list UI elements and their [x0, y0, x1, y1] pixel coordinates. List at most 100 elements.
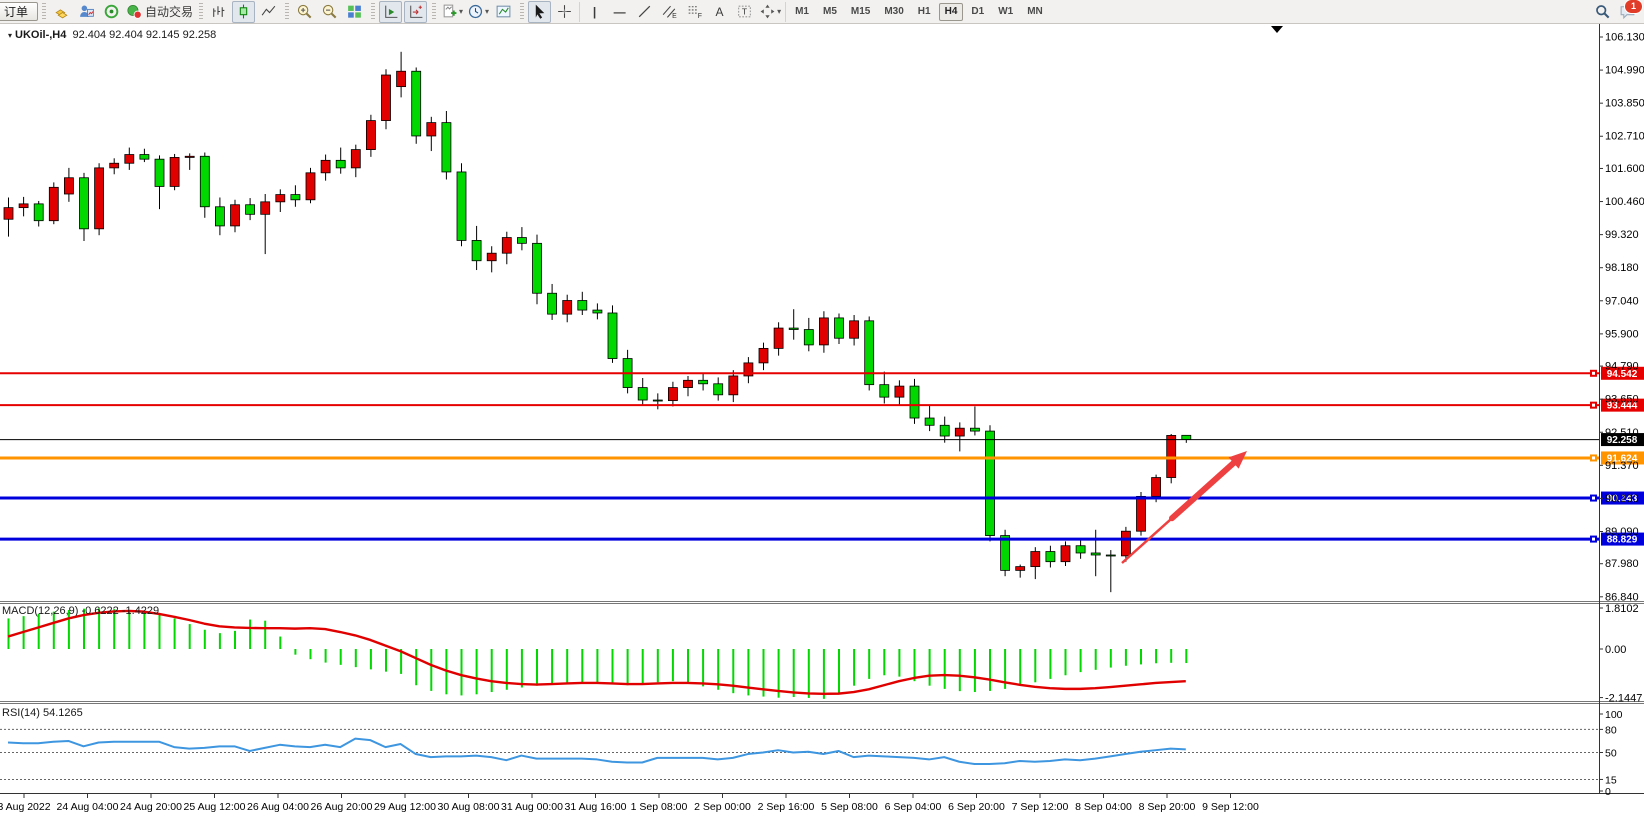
bar-chart-mode-button[interactable] — [207, 1, 230, 23]
toolbar-group-handle[interactable] — [520, 2, 525, 21]
chart-symbol-period: UKOil-,H4 — [15, 29, 67, 41]
chart-shift-marker[interactable] — [1271, 26, 1283, 33]
periods-button[interactable]: ▾ — [466, 1, 490, 23]
price-badge-text: 88.829 — [1607, 535, 1638, 546]
candle-body — [350, 149, 361, 169]
candle-body — [683, 379, 693, 388]
data-window-button[interactable] — [75, 1, 98, 23]
candle-body — [290, 194, 301, 201]
candle-body — [305, 172, 316, 201]
candle-body — [849, 320, 859, 339]
text-tool-button[interactable]: A — [715, 4, 724, 19]
auto-scroll-button[interactable] — [379, 0, 403, 23]
search-button[interactable] — [1591, 1, 1614, 23]
candle-body — [592, 309, 603, 314]
time-tick-label: 1 Sep 08:00 — [631, 801, 688, 813]
timeframe-button-m30[interactable]: M30 — [878, 3, 909, 21]
candle-body — [365, 120, 376, 150]
time-tick-label: 30 Aug 08:00 — [438, 801, 500, 813]
macd-panel: 1.8102 0.00 -2.1447 — [7, 603, 1642, 705]
vertical-line-tool-button[interactable]: | — [592, 4, 597, 19]
signals-button[interactable] — [100, 1, 123, 23]
chart-shift-icon — [410, 5, 423, 18]
price-axis: 94.542 93.444 92.258 91.624 90.243 88.829 106.… — [1599, 32, 1644, 603]
notification-badge: 1 — [1624, 0, 1643, 14]
candle-body — [954, 427, 965, 437]
macd-indicator-label: MACD(12,26,9) -0.6222 -1.4229 — [2, 605, 160, 617]
candlestick-mode-button[interactable] — [232, 0, 256, 23]
time-tick-label: 26 Aug 04:00 — [247, 801, 309, 813]
new-order-button[interactable]: 订单 — [0, 2, 39, 21]
zoom-out-button[interactable] — [318, 1, 341, 23]
notifications-button[interactable]: 1 — [1616, 0, 1643, 23]
rsi-tick-label: 80 — [1605, 724, 1617, 736]
periods-dropdown-caret[interactable]: ▾ — [485, 7, 490, 16]
time-tick-label: 8 Sep 20:00 — [1139, 801, 1196, 813]
timeframe-button-mn[interactable]: MN — [1021, 3, 1049, 21]
timeframe-button-m1[interactable]: M1 — [789, 3, 815, 21]
market-watch-button[interactable] — [50, 1, 73, 23]
toolbar-group-handle[interactable] — [42, 2, 47, 21]
timeframe-button-h1[interactable]: H1 — [912, 3, 937, 21]
gold-bars-icon — [55, 9, 68, 19]
crosshair-tool-button[interactable] — [553, 1, 576, 23]
toolbar-group-handle[interactable] — [371, 2, 376, 21]
candle-body — [214, 206, 225, 227]
price-badge — [1601, 491, 1644, 505]
candle-body — [501, 237, 512, 254]
candle-body — [124, 154, 135, 164]
price-tick-label: 92.510 — [1605, 427, 1639, 439]
price-tick-label: 94.790 — [1605, 361, 1639, 373]
candle-body — [396, 70, 407, 88]
candle-body — [924, 417, 935, 426]
autotrading-icon — [127, 4, 142, 19]
trend-arrow-annotation[interactable] — [1121, 451, 1247, 564]
chart-ohlc-values: 92.404 92.404 92.145 92.258 — [72, 29, 217, 41]
templates-button[interactable] — [492, 1, 515, 23]
chart-title: ▾ UKOil-,H4 92.404 92.404 92.145 92.258 — [8, 29, 216, 41]
label-tool-button[interactable]: T — [733, 1, 756, 23]
time-axis[interactable]: 3 Aug 2022 24 Aug 04:00 24 Aug 20:00 25 Aug… — [0, 793, 1259, 813]
cursor-tool-button[interactable] — [528, 0, 552, 23]
candle-body — [3, 207, 14, 220]
candle-body — [94, 167, 104, 230]
timeframe-button-m15[interactable]: M15 — [845, 3, 876, 21]
indicators-dropdown-caret[interactable]: ▾ — [459, 7, 464, 16]
time-tick-label: 3 Aug 2022 — [0, 801, 51, 813]
price-tick-label: 99.320 — [1605, 229, 1639, 241]
candle-body — [1045, 551, 1056, 563]
candle-body — [456, 171, 467, 241]
candle-body — [773, 327, 784, 349]
chart-expand-icon[interactable]: ▾ — [8, 31, 13, 40]
price-tick-label: 102.710 — [1605, 131, 1644, 143]
tile-windows-button[interactable] — [343, 1, 366, 23]
price-tick-label: 89.090 — [1605, 526, 1639, 538]
chart-shift-button[interactable] — [404, 0, 428, 23]
timeframe-button-d1[interactable]: D1 — [965, 3, 990, 21]
horizontal-line-tool-button[interactable]: — — [613, 4, 626, 19]
line-chart-mode-button[interactable] — [257, 1, 280, 23]
toolbar-group-handle[interactable] — [285, 2, 290, 21]
price-tick-label: 106.130 — [1605, 32, 1644, 44]
toolbar-group-handle[interactable] — [432, 2, 437, 21]
timeframe-button-w1[interactable]: W1 — [992, 3, 1019, 21]
zoom-in-button[interactable] — [293, 1, 316, 23]
shapes-tool-button[interactable]: ▾ — [758, 1, 782, 23]
price-badge-text: 94.542 — [1607, 369, 1638, 380]
trendline-tool-button[interactable] — [633, 1, 656, 23]
crosshair-icon — [558, 5, 571, 18]
auto-scroll-icon — [385, 5, 398, 18]
channel-tool-button[interactable]: E — [658, 1, 681, 23]
candle-body — [411, 70, 422, 137]
timeframe-button-h4[interactable]: H4 — [938, 2, 964, 21]
autotrading-button[interactable]: 自动交易 — [125, 1, 194, 23]
candle-body — [426, 122, 437, 137]
shapes-dropdown-caret[interactable]: ▾ — [777, 7, 782, 16]
indicators-button[interactable]: ▾ — [440, 1, 464, 23]
panel-borders — [0, 24, 1644, 794]
bar-chart-icon — [213, 6, 225, 17]
timeframe-button-m5[interactable]: M5 — [817, 3, 843, 21]
fibonacci-tool-button[interactable]: F — [683, 1, 706, 23]
toolbar-group-handle[interactable] — [199, 2, 204, 21]
